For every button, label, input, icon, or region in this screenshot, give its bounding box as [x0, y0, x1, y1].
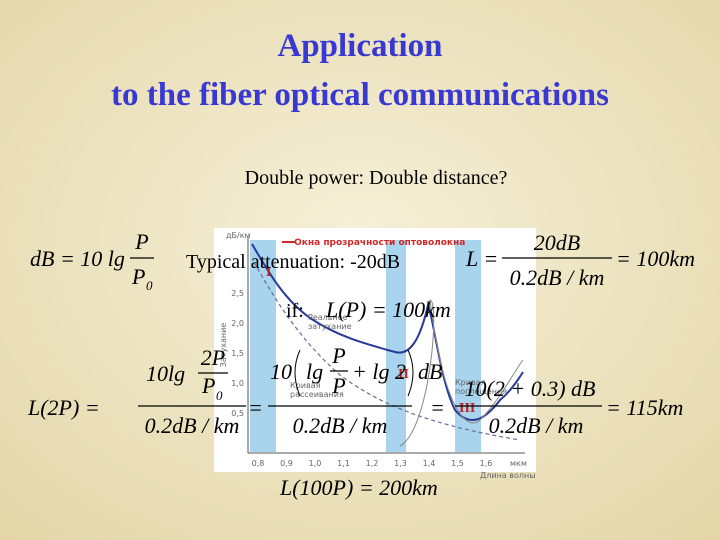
- formula: 10lg: [146, 361, 185, 386]
- axis-title: Затухание: [219, 323, 228, 367]
- y-tick-label: 1,0: [231, 379, 244, 388]
- note: Typical attenuation: -20dB: [186, 251, 400, 273]
- formula: 0.2dB / km: [489, 413, 584, 438]
- x-tick-label: 1,4: [423, 459, 436, 468]
- y-tick-label: 0,5: [231, 409, 244, 418]
- scatter-curve: [253, 261, 521, 441]
- formula: 0.2dB / km: [510, 265, 605, 290]
- title: to the fiber optical communications: [111, 77, 609, 113]
- x-tick-label: 0,9: [280, 459, 293, 468]
- unit: дБ/км: [226, 231, 251, 240]
- condition: if:: [286, 300, 304, 322]
- x-tick-label: 1,5: [451, 459, 464, 468]
- formula: P: [131, 264, 145, 289]
- curve-label: рассеивания: [290, 390, 344, 399]
- formula: 0: [216, 388, 223, 403]
- title: Application: [277, 28, 442, 64]
- question: Double power: Double distance?: [245, 167, 508, 189]
- x-label: Длина волны: [480, 471, 536, 480]
- formula: = 115km: [606, 395, 683, 420]
- formula: P: [331, 373, 345, 398]
- real-curve: [251, 243, 524, 421]
- window-label: II: [398, 367, 409, 382]
- x-tick-label: 1,0: [309, 459, 322, 468]
- formula: dB: [418, 359, 442, 384]
- formula: + lg 2: [352, 359, 406, 384]
- formula: 20dB: [534, 230, 580, 255]
- curve-label: Реальное: [308, 313, 348, 322]
- formula: = 100km: [616, 246, 695, 271]
- y-tick-label: 1,5: [231, 349, 244, 358]
- curve-label: поглощения: [455, 387, 507, 396]
- y-tick-label: 2,5: [231, 289, 244, 298]
- formula: 2P: [201, 345, 225, 370]
- formula: L(P) = 100km: [325, 297, 451, 322]
- curve-label: Кривая: [455, 378, 486, 387]
- formula: lg: [306, 359, 323, 384]
- formula: 10(2 + 0.3) dB: [465, 376, 596, 401]
- window-band: [455, 240, 481, 452]
- formula: dB = 10 lg: [30, 246, 125, 271]
- x-tick-label: 1,2: [366, 459, 379, 468]
- curve-label: Кривая: [290, 381, 321, 390]
- formula: =: [430, 395, 445, 420]
- formula: L(2P) =: [27, 395, 100, 420]
- paren: [294, 349, 301, 397]
- formula: 10: [270, 359, 292, 384]
- absorption-curve: [399, 299, 524, 447]
- formula: P: [201, 373, 215, 398]
- formula: P: [331, 343, 345, 368]
- curve-label: затухание: [308, 322, 352, 331]
- window-label: I: [266, 265, 271, 280]
- x-tick-label: 1,3: [394, 459, 407, 468]
- paren: [407, 349, 414, 397]
- formula: L =: [465, 246, 498, 271]
- formula: L(100P) = 200km: [279, 475, 438, 500]
- x-tick-label: 0,8: [252, 459, 265, 468]
- window-band: [386, 240, 406, 452]
- x-tick-label: 1,6: [480, 459, 493, 468]
- formula: 0.2dB / km: [145, 413, 240, 438]
- y-tick-label: 2,0: [231, 319, 244, 328]
- legend: — Окна прозрачности оптоволокна: [282, 238, 465, 248]
- formula: P: [134, 229, 148, 254]
- formula: =: [248, 395, 263, 420]
- graph: — Окна прозрачности оптоволокна дБ/км За…: [214, 228, 536, 480]
- formula: 0: [146, 278, 153, 293]
- window-label: III: [459, 401, 475, 416]
- x-tick-label: 1,1: [337, 459, 350, 468]
- x-unit: мкм: [510, 459, 527, 468]
- formula: 0.2dB / km: [293, 413, 388, 438]
